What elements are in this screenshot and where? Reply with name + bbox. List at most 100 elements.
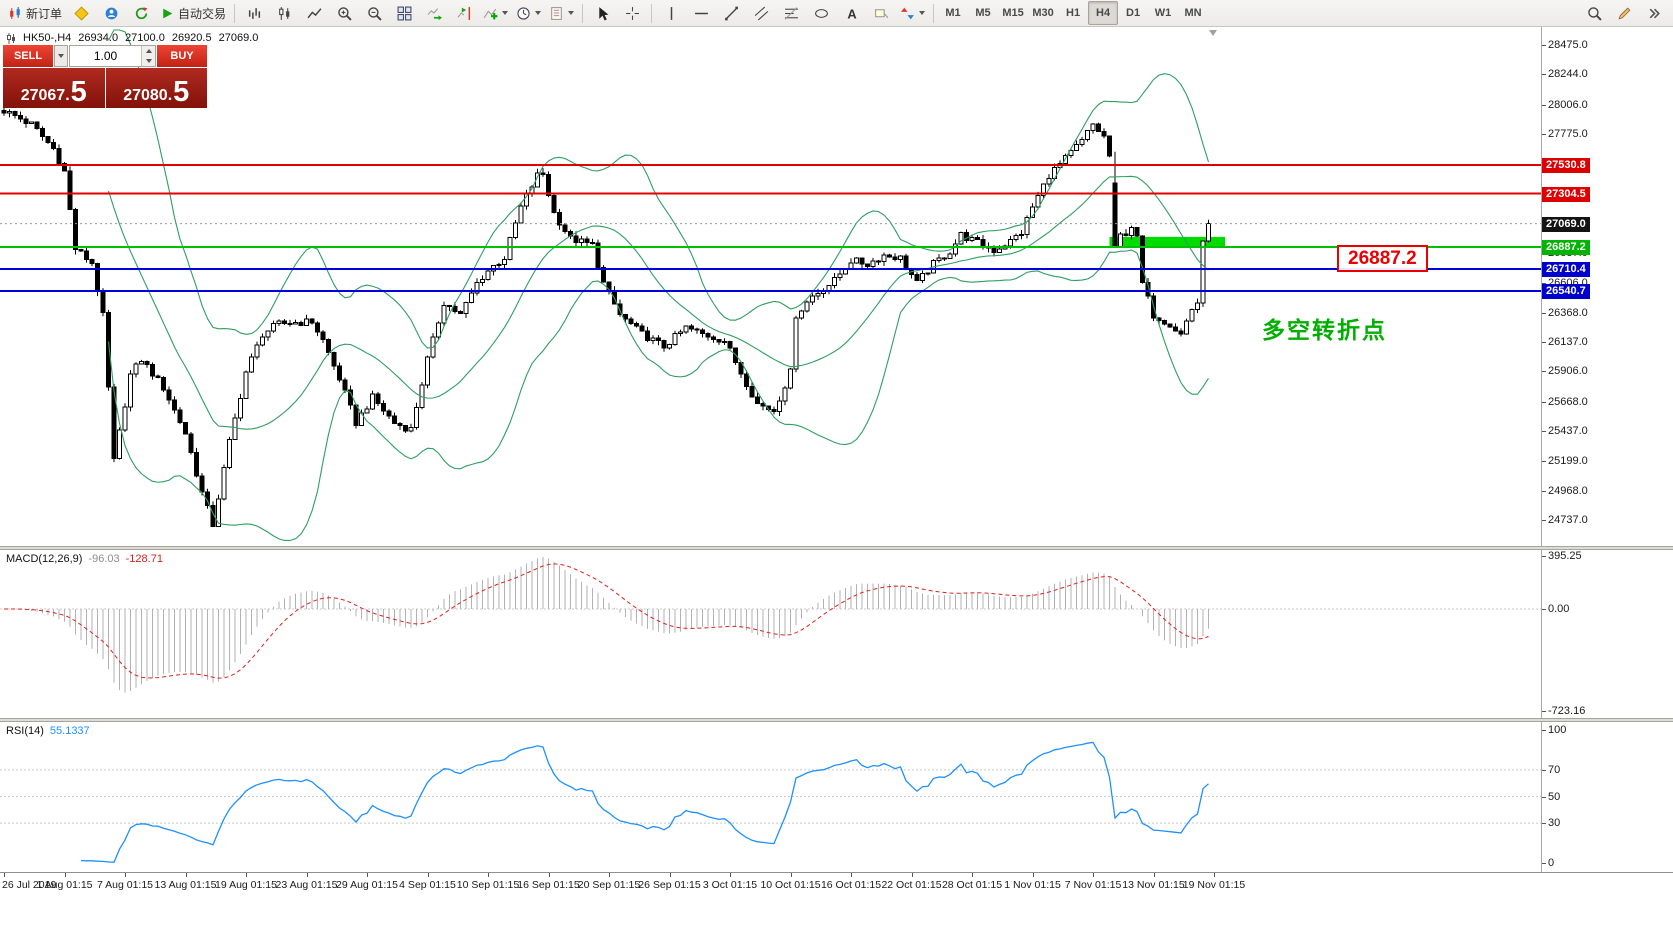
- macd-axis-label: 395.25: [1548, 550, 1582, 562]
- time-axis-label: 19 Nov 01:15: [1182, 879, 1246, 891]
- timeframe-h1-button[interactable]: H1: [1066, 7, 1081, 19]
- arrows-button[interactable]: [896, 1, 929, 25]
- periods-button[interactable]: [512, 1, 545, 25]
- buy-button[interactable]: BUY: [157, 45, 207, 67]
- sell-price-main: 27067.: [20, 87, 70, 105]
- macd-panel[interactable]: [0, 550, 1541, 718]
- chart-icon: [7, 32, 15, 44]
- toolbar-more-button[interactable]: [1639, 1, 1669, 25]
- toolbar-separator: [933, 3, 935, 23]
- toolbar-separator: [651, 3, 653, 23]
- new-order-icon: [10, 6, 20, 19]
- macd-axis-label: 0.00: [1548, 603, 1570, 615]
- price-badge: 26540.7: [1542, 283, 1590, 299]
- lot-spin-down-button[interactable]: [142, 56, 155, 66]
- one-click-trading-panel: SELL BUY 27067. 5 27080. 5: [3, 45, 207, 108]
- price-tick-label: 25199.0: [1548, 455, 1588, 468]
- ellipse-shape-icon: [814, 8, 828, 18]
- price-tick-label: 25437.0: [1548, 425, 1588, 438]
- timeframe-w1-button[interactable]: W1: [1154, 7, 1172, 19]
- autotrade-play-icon: [163, 8, 173, 18]
- timeframe-m15-button[interactable]: M15: [1002, 7, 1024, 19]
- metaeditor-icon: [73, 5, 89, 21]
- crosshair-button[interactable]: [617, 1, 647, 25]
- ohlc-close: 27069.0: [218, 32, 259, 44]
- label-button[interactable]: [866, 1, 896, 25]
- turning-point-annotation[interactable]: 多空转折点: [1262, 316, 1387, 343]
- timeframe-group: M1 M5 M15 M30 H1 H4 D1 W1 MN: [938, 1, 1208, 25]
- symbol-period-label: HK50-,H4: [23, 32, 72, 44]
- shapes-button[interactable]: [806, 1, 836, 25]
- rsi-panel[interactable]: [0, 722, 1541, 872]
- panel-splitter[interactable]: [0, 718, 1673, 722]
- horizontal-line-button[interactable]: [686, 1, 716, 25]
- templates-dropdown-caret: [568, 11, 575, 15]
- autotrade-label: 自动交易: [178, 6, 227, 21]
- cursor-button[interactable]: [587, 1, 617, 25]
- price-level-annotation[interactable]: 26887.2: [1337, 244, 1428, 272]
- rsi-axis-label: 50: [1548, 790, 1561, 803]
- community-button[interactable]: [96, 1, 126, 25]
- price-tick-label: 28006.0: [1548, 98, 1588, 111]
- rsi-axis-label: 100: [1548, 724, 1567, 736]
- ohlc-open: 26934.0: [78, 32, 119, 44]
- price-badge: 27530.8: [1542, 157, 1590, 173]
- tile-windows-button[interactable]: [389, 1, 419, 25]
- edit-button[interactable]: [1609, 1, 1639, 25]
- time-axis-label: 16 Sep 01:15: [517, 879, 580, 891]
- templates-button[interactable]: [545, 1, 578, 25]
- label-tag-icon: [874, 8, 888, 18]
- lot-dropdown-button[interactable]: [54, 45, 68, 67]
- trendline-button[interactable]: [716, 1, 746, 25]
- timeframe-m30-button[interactable]: M30: [1032, 7, 1054, 19]
- lot-dropdown-caret: [58, 54, 64, 58]
- indicators-button[interactable]: [479, 1, 512, 25]
- metaeditor-button[interactable]: [66, 1, 96, 25]
- price-badge: 26887.2: [1542, 239, 1590, 255]
- chart-line-button[interactable]: [299, 1, 329, 25]
- arrows-icon: [901, 7, 914, 19]
- buy-price-panel[interactable]: 27080. 5: [105, 68, 207, 108]
- time-axis-label: 1 Aug 01:15: [36, 879, 93, 891]
- time-axis-label: 26 Sep 01:15: [638, 879, 701, 891]
- main-price-chart[interactable]: [0, 27, 1541, 546]
- rsi-axis-label: 30: [1548, 817, 1561, 830]
- chart-candles-button[interactable]: [269, 1, 299, 25]
- vertical-line-button[interactable]: [656, 1, 686, 25]
- macd-name: MACD(12,26,9): [6, 553, 83, 565]
- zoom-in-button[interactable]: [329, 1, 359, 25]
- time-axis-label: 1 Nov 01:15: [1004, 879, 1061, 891]
- line-chart-icon: [307, 7, 322, 18]
- lot-spin-up-button[interactable]: [142, 46, 155, 56]
- timeframe-d1-button[interactable]: D1: [1126, 7, 1141, 19]
- timeframe-m5-button[interactable]: M5: [975, 7, 991, 19]
- timeframe-mn-button[interactable]: MN: [1184, 7, 1202, 19]
- auto-scroll-button[interactable]: [419, 1, 449, 25]
- panel-splitter[interactable]: [0, 546, 1673, 550]
- chart-shift-button[interactable]: [449, 1, 479, 25]
- price-tick-label: 28475.0: [1548, 39, 1588, 51]
- time-axis-label: 10 Oct 01:15: [760, 879, 821, 891]
- search-button[interactable]: [1579, 1, 1609, 25]
- macd-main-value: -96.03: [88, 553, 120, 565]
- price-axis[interactable]: 28475.028244.028006.027775.026837.026606…: [1541, 27, 1673, 872]
- zoom-out-button[interactable]: [359, 1, 389, 25]
- chart-bars-button[interactable]: [239, 1, 269, 25]
- refresh-button[interactable]: [126, 1, 156, 25]
- sell-button[interactable]: SELL: [3, 45, 53, 67]
- time-axis[interactable]: 26 Jul 2019 1 Aug 01:15 7 Aug 01:15 13 Aug …: [0, 872, 1673, 894]
- pencil-icon: [1617, 7, 1630, 20]
- ohlc-high: 27100.0: [125, 32, 165, 44]
- timeframe-m1-button[interactable]: M1: [945, 7, 961, 19]
- spin-up-icon: [145, 49, 152, 53]
- fibonacci-button[interactable]: [776, 1, 806, 25]
- sell-price-panel[interactable]: 27067. 5: [3, 68, 105, 108]
- channel-button[interactable]: [746, 1, 776, 25]
- text-button[interactable]: A: [836, 1, 866, 25]
- clock-icon: [517, 6, 530, 20]
- lot-size-input[interactable]: [70, 46, 141, 66]
- timeframe-h4-button[interactable]: H4: [1088, 1, 1119, 25]
- new-order-button[interactable]: 新订单: [4, 1, 66, 25]
- autotrade-button[interactable]: 自动交易: [156, 1, 230, 25]
